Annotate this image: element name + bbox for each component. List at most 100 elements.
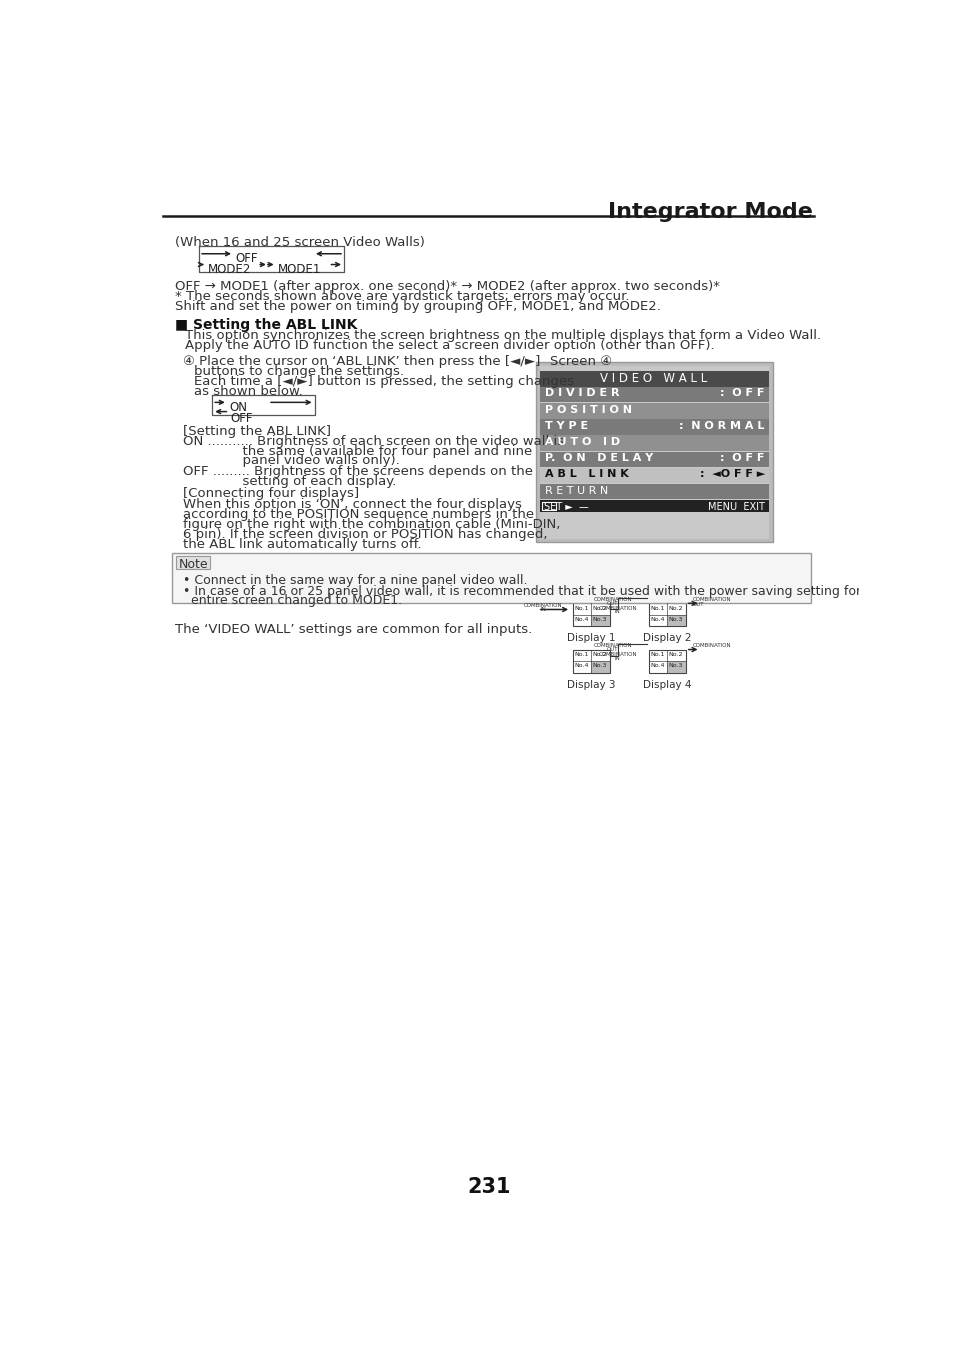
Text: No.2: No.2 [668, 605, 682, 611]
Text: R E T U R N: R E T U R N [544, 485, 607, 496]
Text: No.2: No.2 [592, 605, 607, 611]
Bar [539, 467, 768, 484]
Text: MODE2: MODE2 [208, 263, 252, 276]
Bar [666, 661, 685, 673]
Text: No.1: No.1 [649, 651, 664, 657]
Text: No.3: No.3 [668, 663, 682, 669]
Text: :  ◄O F F ►: : ◄O F F ► [699, 469, 764, 480]
Text: OFF: OFF [235, 253, 257, 265]
Text: The ‘VIDEO WALL’ settings are common for all inputs.: The ‘VIDEO WALL’ settings are common for… [174, 623, 532, 635]
Bar [539, 370, 768, 386]
Text: A B L   L I N K: A B L L I N K [544, 469, 628, 480]
Text: buttons to change the settings.: buttons to change the settings. [193, 365, 403, 378]
Text: • Connect in the same way for a nine panel video wall.: • Connect in the same way for a nine pan… [183, 574, 527, 588]
Bar [591, 661, 609, 673]
Text: OFF → MODE1 (after approx. one second)* → MODE2 (after approx. two seconds)*: OFF → MODE1 (after approx. one second)* … [174, 280, 720, 293]
Text: Display 4: Display 4 [642, 680, 691, 689]
Bar [591, 615, 609, 627]
Text: OUT: OUT [606, 601, 618, 607]
Text: [Setting the ABL LINK]: [Setting the ABL LINK] [183, 424, 331, 438]
Text: A U T O   I D: A U T O I D [544, 436, 619, 447]
Text: Note: Note [179, 558, 209, 571]
Text: No.4: No.4 [649, 663, 664, 669]
Text: the ABL link automatically turns off.: the ABL link automatically turns off. [183, 538, 421, 551]
Bar [539, 500, 768, 512]
Text: T Y P E: T Y P E [544, 422, 587, 431]
Text: Screen ④: Screen ④ [550, 354, 612, 367]
Text: When this option is ‘ON’, connect the four displays: When this option is ‘ON’, connect the fo… [183, 497, 521, 511]
Text: :  N O R M A L: : N O R M A L [679, 422, 764, 431]
Text: OUT: OUT [692, 601, 703, 607]
Text: MENU  EXIT: MENU EXIT [707, 501, 764, 512]
Text: IN: IN [614, 609, 619, 615]
Text: COMBINATION: COMBINATION [593, 597, 632, 603]
Bar [539, 451, 768, 467]
Text: Shift and set the power on timing by grouping OFF, MODE1, and MODE2.: Shift and set the power on timing by gro… [174, 300, 660, 313]
Text: COMBINATION: COMBINATION [593, 643, 632, 648]
Bar [572, 650, 609, 673]
Text: OUT: OUT [606, 647, 618, 653]
Text: ON: ON [229, 401, 247, 413]
Text: 231: 231 [467, 1177, 510, 1197]
Text: No.4: No.4 [649, 617, 664, 623]
Bar [542, 503, 556, 511]
Text: OFF: OFF [231, 412, 253, 424]
Bar [539, 484, 768, 500]
Text: :  O F F: : O F F [720, 389, 764, 399]
Text: Integrator Mode: Integrator Mode [607, 203, 812, 222]
Text: panel video walls only).: panel video walls only). [183, 454, 399, 467]
Text: IN: IN [539, 607, 545, 612]
Text: • In case of a 16 or 25 panel video wall, it is recommended that it be used with: • In case of a 16 or 25 panel video wall… [183, 585, 884, 598]
Bar [536, 362, 772, 543]
Text: Display 2: Display 2 [642, 634, 691, 643]
Text: This option synchronizes the screen brightness on the multiple displays that for: This option synchronizes the screen brig… [185, 330, 821, 342]
Text: No.3: No.3 [668, 617, 682, 623]
Text: V I D E O   W A L L: V I D E O W A L L [599, 373, 707, 385]
Bar [539, 403, 768, 419]
Text: figure on the right with the combination cable (Mini-DIN,: figure on the right with the combination… [183, 517, 559, 531]
Text: according to the POSITION sequence numbers in the: according to the POSITION sequence numbe… [183, 508, 534, 521]
Text: [Connecting four displays]: [Connecting four displays] [183, 488, 358, 500]
Text: No.4: No.4 [574, 663, 588, 669]
Bar [539, 419, 768, 435]
Text: No.1: No.1 [574, 651, 588, 657]
Bar [539, 366, 768, 539]
Text: D I V I D E R: D I V I D E R [544, 389, 618, 399]
Text: COMBINATION: COMBINATION [598, 605, 637, 611]
Text: the same (available for four panel and nine: the same (available for four panel and n… [183, 444, 532, 458]
Text: 6 pin). If the screen division or POSITION has changed,: 6 pin). If the screen division or POSITI… [183, 528, 547, 540]
Text: No.4: No.4 [574, 617, 588, 623]
Text: P.  O N   D E L A Y: P. O N D E L A Y [544, 453, 652, 463]
Text: Each time a [◄/►] button is pressed, the setting changes: Each time a [◄/►] button is pressed, the… [193, 374, 573, 388]
Text: No.1: No.1 [574, 605, 588, 611]
Text: Display 1: Display 1 [566, 634, 615, 643]
Text: COMBINATION: COMBINATION [692, 597, 731, 603]
Bar [175, 557, 210, 570]
Text: Apply the AUTO ID function the select a screen divider option (other than OFF).: Apply the AUTO ID function the select a … [185, 339, 714, 353]
Text: COMBINATION: COMBINATION [692, 643, 731, 648]
Text: MODE1: MODE1 [278, 263, 321, 276]
Bar [666, 615, 685, 627]
Bar [648, 604, 685, 627]
Text: ■ Setting the ABL LINK: ■ Setting the ABL LINK [174, 317, 357, 331]
Text: No.3: No.3 [592, 663, 607, 669]
Bar [648, 650, 685, 673]
Text: SET ►  —: SET ► — [543, 501, 588, 512]
Text: No.1: No.1 [649, 605, 664, 611]
Text: No.2: No.2 [668, 651, 682, 657]
Text: COMBINATION: COMBINATION [523, 603, 562, 608]
Bar [172, 554, 810, 604]
Text: COMBINATION: COMBINATION [598, 651, 637, 657]
Bar [539, 386, 768, 403]
Text: (When 16 and 25 screen Video Walls): (When 16 and 25 screen Video Walls) [174, 236, 424, 249]
Text: entire screen changed to MODE1.: entire screen changed to MODE1. [191, 594, 401, 607]
Text: ④ Place the cursor on ‘ABL LINK’ then press the [◄/►]: ④ Place the cursor on ‘ABL LINK’ then pr… [183, 354, 539, 367]
Text: * The seconds shown above are yardstick targets; errors may occur.: * The seconds shown above are yardstick … [174, 290, 629, 303]
Text: No.2: No.2 [592, 651, 607, 657]
Text: Display 3: Display 3 [566, 680, 615, 689]
Text: IN: IN [614, 655, 619, 661]
Text: :  O F F: : O F F [720, 453, 764, 463]
Text: P O S I T I O N: P O S I T I O N [544, 405, 631, 415]
Text: No.3: No.3 [592, 617, 607, 623]
Bar [539, 435, 768, 451]
